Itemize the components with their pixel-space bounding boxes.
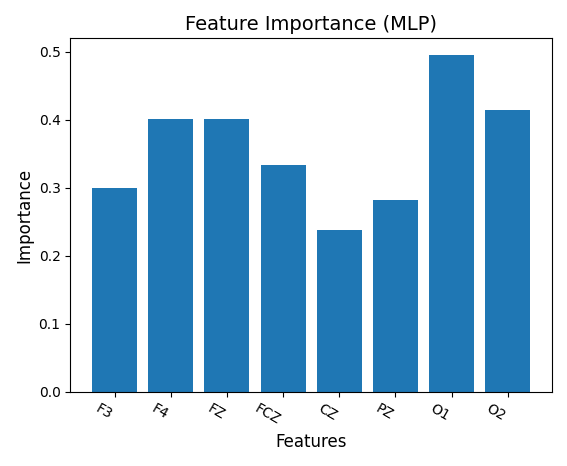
Bar bbox=[149, 119, 193, 392]
Y-axis label: Importance: Importance bbox=[15, 168, 33, 263]
Bar bbox=[429, 55, 474, 392]
Bar bbox=[485, 110, 530, 392]
Bar bbox=[261, 165, 306, 392]
Bar bbox=[317, 230, 362, 392]
X-axis label: Features: Features bbox=[276, 433, 347, 451]
Bar bbox=[373, 199, 418, 392]
Bar bbox=[92, 188, 137, 392]
Bar bbox=[205, 119, 249, 392]
Title: Feature Importance (MLP): Feature Importance (MLP) bbox=[185, 15, 437, 34]
